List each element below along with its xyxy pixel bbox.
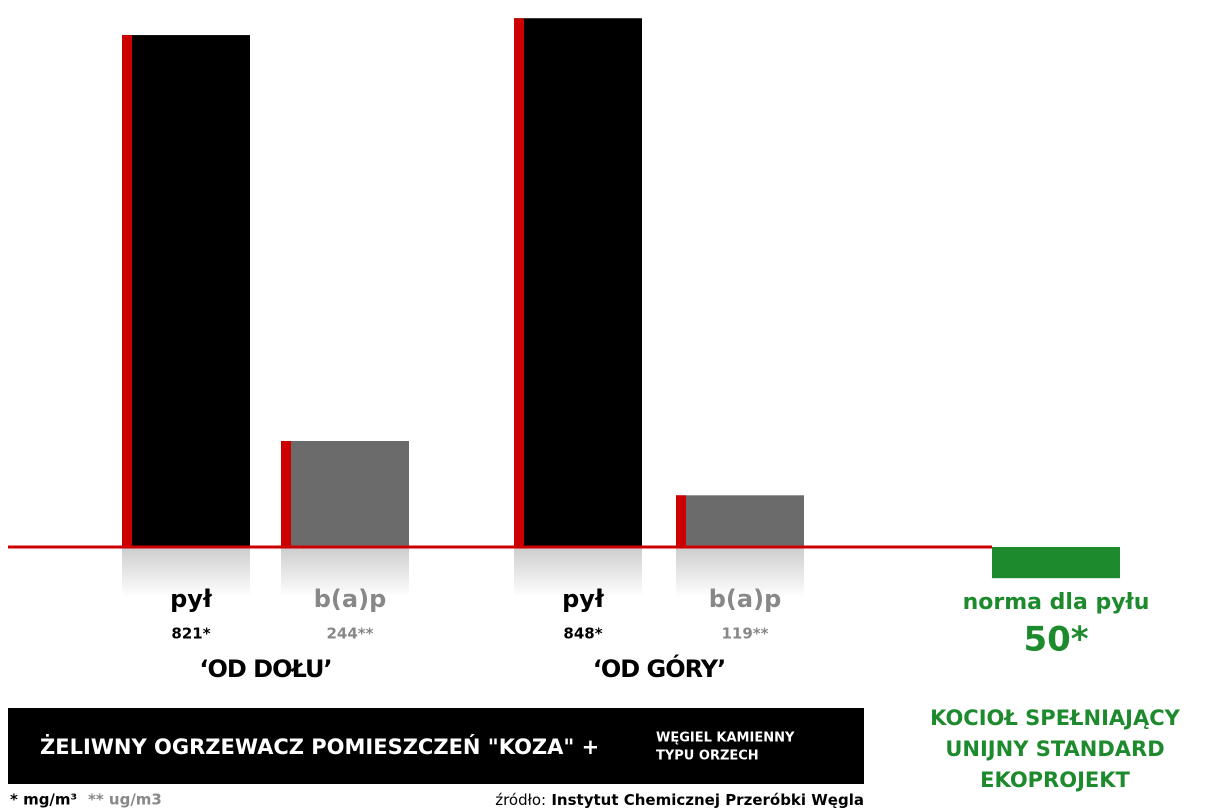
- bar: [676, 495, 804, 547]
- bar-shadow: [514, 547, 642, 597]
- bar: [122, 35, 250, 548]
- bar-edge: [281, 441, 291, 547]
- banner-side: TYPU ORZECH: [656, 749, 759, 764]
- value-label: 821*: [171, 625, 210, 643]
- source-name: Instytut Chemicznej Przeróbki Węgla: [551, 791, 864, 809]
- footnote: * mg/m³: [10, 791, 77, 809]
- bar: [514, 18, 642, 547]
- value-label: 119**: [722, 625, 769, 643]
- bar-edge: [514, 18, 524, 547]
- caption: UNIJNY STANDARD: [945, 737, 1164, 761]
- group-label: ‘OD DOŁU’: [199, 655, 331, 683]
- group-label: ‘OD GÓRY’: [593, 653, 726, 683]
- bar-name: b(a)p: [314, 585, 387, 613]
- bar-shadow: [122, 547, 250, 597]
- banner-side: WĘGIEL KAMIENNY: [656, 731, 795, 746]
- bar-name: pył: [170, 585, 213, 613]
- footnote: ** ug/m3: [88, 791, 162, 809]
- banner: [8, 708, 864, 784]
- bar-edge: [676, 495, 686, 547]
- bar-edge: [122, 35, 132, 548]
- value-label: 244**: [327, 625, 374, 643]
- source: źródło: Instytut Chemicznej Przeróbki Wę…: [495, 791, 864, 809]
- banner-main: ŻELIWNY OGRZEWACZ POMIESZCZEŃ "KOZA" +: [40, 734, 599, 759]
- bar: [281, 441, 409, 547]
- norm-value: 50*: [1023, 620, 1088, 660]
- source-prefix: źródło:: [495, 791, 546, 809]
- bar-shadow: [281, 547, 409, 597]
- bar-name: b(a)p: [709, 585, 782, 613]
- caption: EKOPROJEKT: [980, 768, 1130, 792]
- norm-bar: [992, 547, 1120, 579]
- value-label: 848*: [563, 625, 602, 643]
- bar-name: pył: [562, 585, 605, 613]
- bar-shadow: [676, 547, 804, 597]
- caption: KOCIOŁ SPEŁNIAJĄCY: [930, 706, 1181, 730]
- norm-name: norma dla pyłu: [963, 590, 1150, 615]
